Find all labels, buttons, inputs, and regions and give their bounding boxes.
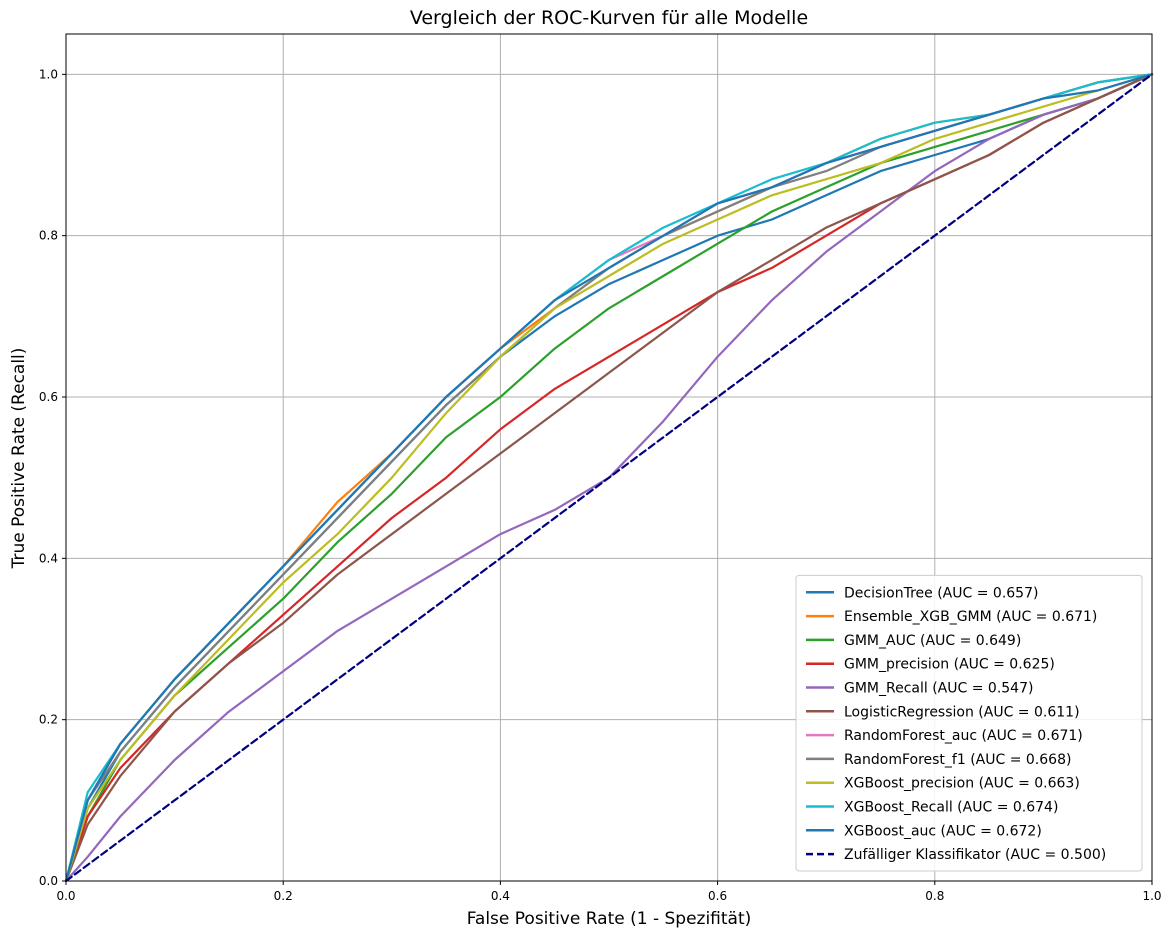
legend: DecisionTree (AUC = 0.657) Ensemble_XGB_G… bbox=[795, 574, 1143, 872]
y-tick-label: 0.6 bbox=[39, 390, 58, 404]
legend-label-0: DecisionTree (AUC = 0.657) bbox=[844, 585, 1038, 601]
y-tick-label: 1.0 bbox=[39, 67, 58, 81]
x-tick-label: 1.0 bbox=[1142, 889, 1161, 903]
grid-lines bbox=[65, 34, 1153, 882]
x-tick-label: 0.0 bbox=[56, 889, 75, 903]
y-tick-label: 0.4 bbox=[39, 551, 58, 565]
series-line-5 bbox=[64, 73, 1154, 883]
y-tick-label: 0.8 bbox=[39, 229, 58, 243]
legend-label-7: RandomForest_f1 (AUC = 0.668) bbox=[844, 752, 1071, 768]
series-line-11 bbox=[64, 73, 1154, 883]
chart-title: Vergleich der ROC-Kurven für alle Modell… bbox=[410, 7, 808, 29]
axes-frame bbox=[65, 33, 1153, 882]
series-line-8 bbox=[64, 73, 1154, 883]
legend-label-10: XGBoost_auc (AUC = 0.672) bbox=[844, 823, 1042, 839]
series-line-2 bbox=[64, 73, 1154, 883]
legend-label-11: Zufälliger Klassifikator (AUC = 0.500) bbox=[844, 847, 1106, 863]
x-tick-label: 0.4 bbox=[491, 889, 510, 903]
series-group bbox=[64, 73, 1154, 883]
x-tick-label: 0.8 bbox=[925, 889, 944, 903]
legend-label-6: RandomForest_auc (AUC = 0.671) bbox=[844, 728, 1083, 744]
legend-label-5: LogisticRegression (AUC = 0.611) bbox=[844, 704, 1080, 720]
y-axis-label: True Positive Rate (Recall) bbox=[9, 348, 29, 570]
legend-label-3: GMM_precision (AUC = 0.625) bbox=[844, 657, 1055, 673]
x-tick-label: 0.2 bbox=[274, 889, 293, 903]
y-tick-label: 0.0 bbox=[39, 874, 58, 888]
ticks-group: 0.0 0.2 0.4 0.6 0.8 1.0 0.0 0.2 0.4 0.6 0.8 1.0 bbox=[39, 67, 1162, 903]
x-tick-label: 0.6 bbox=[708, 889, 727, 903]
x-axis-label: False Positive Rate (1 - Spezifität) bbox=[467, 909, 752, 929]
series-line-10 bbox=[64, 73, 1154, 883]
legend-label-9: XGBoost_Recall (AUC = 0.674) bbox=[844, 800, 1058, 816]
legend-label-1: Ensemble_XGB_GMM (AUC = 0.671) bbox=[844, 609, 1097, 625]
legend-box bbox=[795, 574, 1143, 872]
y-tick-label: 0.2 bbox=[39, 713, 58, 727]
legend-label-8: XGBoost_precision (AUC = 0.663) bbox=[844, 776, 1080, 792]
legend-label-4: GMM_Recall (AUC = 0.547) bbox=[844, 681, 1033, 697]
legend-label-2: GMM_AUC (AUC = 0.649) bbox=[844, 633, 1021, 649]
series-line-4 bbox=[64, 73, 1154, 883]
